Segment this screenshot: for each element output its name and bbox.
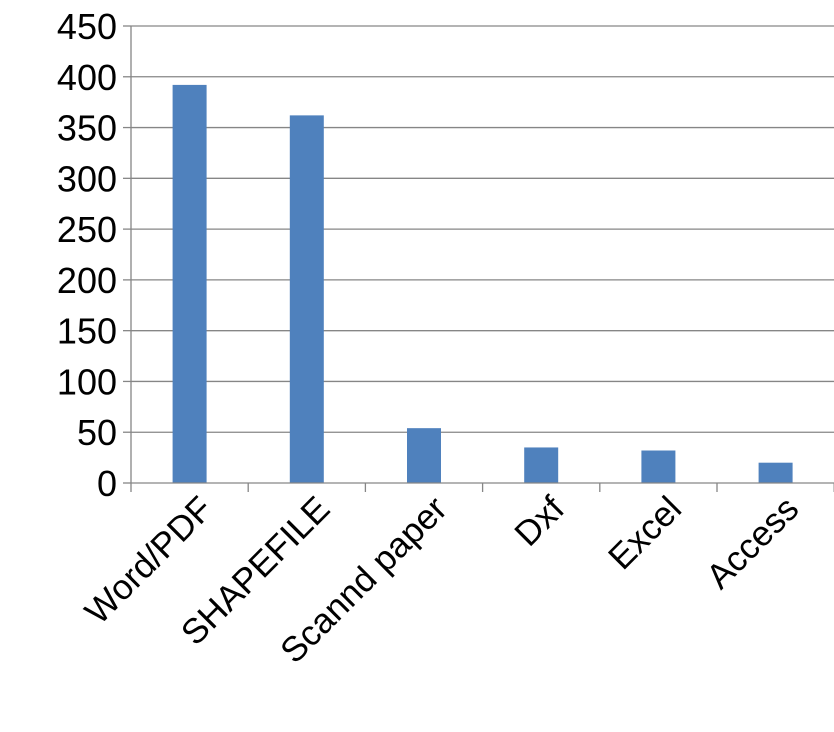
x-tick-label: Excel bbox=[601, 489, 689, 577]
y-tick-labels: 0 50 100 150 200 250 300 350 400 450 bbox=[57, 6, 117, 504]
bar bbox=[524, 447, 559, 483]
bars bbox=[172, 84, 793, 483]
bar bbox=[289, 115, 324, 483]
y-tick-label: 250 bbox=[57, 209, 117, 250]
y-tick-label: 200 bbox=[57, 260, 117, 301]
y-tick-label: 400 bbox=[57, 57, 117, 98]
axes bbox=[123, 25, 834, 492]
y-tick-label: 450 bbox=[57, 6, 117, 47]
bar bbox=[758, 462, 793, 483]
y-tick-label: 0 bbox=[97, 463, 117, 504]
y-tick-label: 100 bbox=[57, 361, 117, 402]
bar bbox=[641, 450, 676, 483]
bar bbox=[407, 428, 441, 483]
y-tick-label: 350 bbox=[57, 108, 117, 149]
gridlines bbox=[131, 25, 834, 433]
y-tick-label: 300 bbox=[57, 158, 117, 199]
bar bbox=[172, 84, 207, 483]
x-tick-label: Access bbox=[699, 489, 806, 596]
y-tick-label: 150 bbox=[57, 311, 117, 352]
x-tick-label: Dxf bbox=[507, 489, 572, 554]
y-tick-label: 50 bbox=[77, 412, 117, 453]
